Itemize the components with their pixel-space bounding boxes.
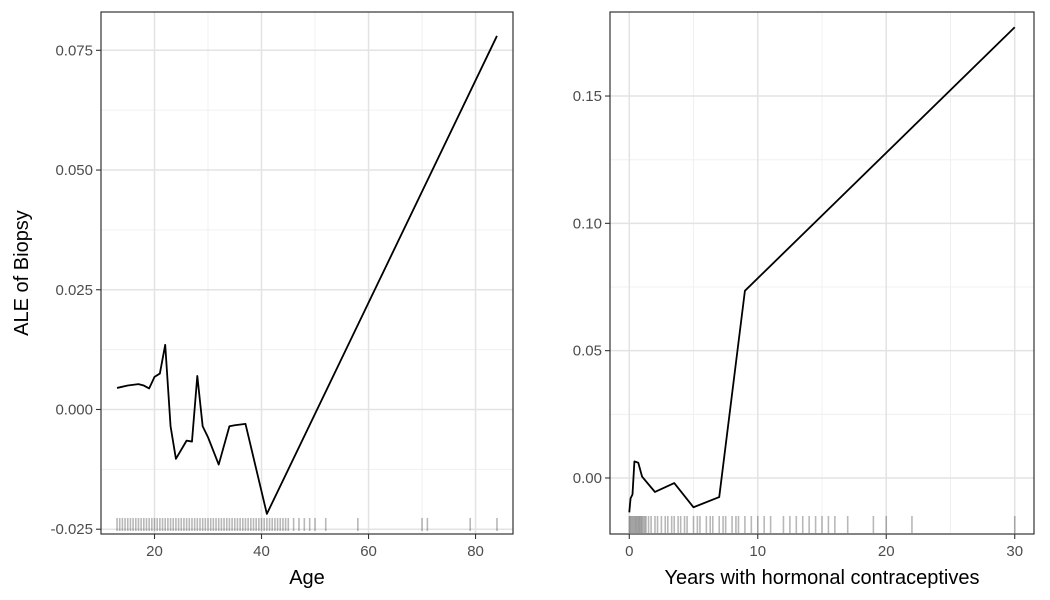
age-panel-border [100,11,514,535]
hormonal-x-tick-label: 20 [878,543,895,560]
age-panel-background [101,12,513,534]
age-x-tick-label: 20 [146,543,163,560]
age-ale-panel: 20 40 60 80 -0.025 0.000 0.025 0.050 0.075 Age [50,11,514,589]
hormonal-x-tick-label: 10 [749,543,766,560]
age-y-tick-label: -0.025 [50,521,93,538]
hormonal-x-tick-label: 30 [1006,543,1023,560]
age-y-tick-label: 0.000 [55,401,93,418]
hormonal-x-axis-ticks: 0 10 20 30 [625,534,1023,560]
age-y-axis-ticks: -0.025 0.000 0.025 0.050 0.075 [50,42,101,538]
hormonal-panel-grid [610,12,1034,534]
age-x-axis-title: Age [289,567,325,589]
age-ale-line [116,35,498,515]
age-y-tick-label: 0.050 [55,162,93,179]
hormonal-x-tick-label: 0 [625,543,633,560]
age-x-tick-label: 80 [467,543,484,560]
age-ale-line-group [116,35,498,515]
y-axis-title: ALE of Biopsy [11,210,33,336]
age-x-tick-label: 40 [253,543,270,560]
hormonal-y-axis-ticks: 0.00 0.05 0.10 0.15 [573,88,610,487]
age-rug-marks [116,518,498,531]
hormonal-panel-border [609,11,1035,535]
hormonal-y-tick-label: 0.15 [573,88,602,105]
hormonal-ale-panel: 0 10 20 30 0.00 0.05 0.10 0.15 Years with horm… [573,11,1035,589]
hormonal-y-tick-label: 0.10 [573,215,602,232]
age-x-tick-label: 60 [360,543,377,560]
age-y-tick-label: 0.025 [55,282,93,299]
age-panel-grid [101,12,513,534]
hormonal-y-tick-label: 0.00 [573,470,602,487]
hormonal-ale-line [628,26,1016,513]
age-y-tick-label: 0.075 [55,42,93,59]
hormonal-y-tick-label: 0.05 [573,343,602,360]
hormonal-rug-marks [628,516,1016,533]
hormonal-ale-line-group [628,26,1016,513]
hormonal-x-axis-title: Years with hormonal contraceptives [665,567,980,589]
age-x-axis-ticks: 20 40 60 80 [146,534,484,560]
